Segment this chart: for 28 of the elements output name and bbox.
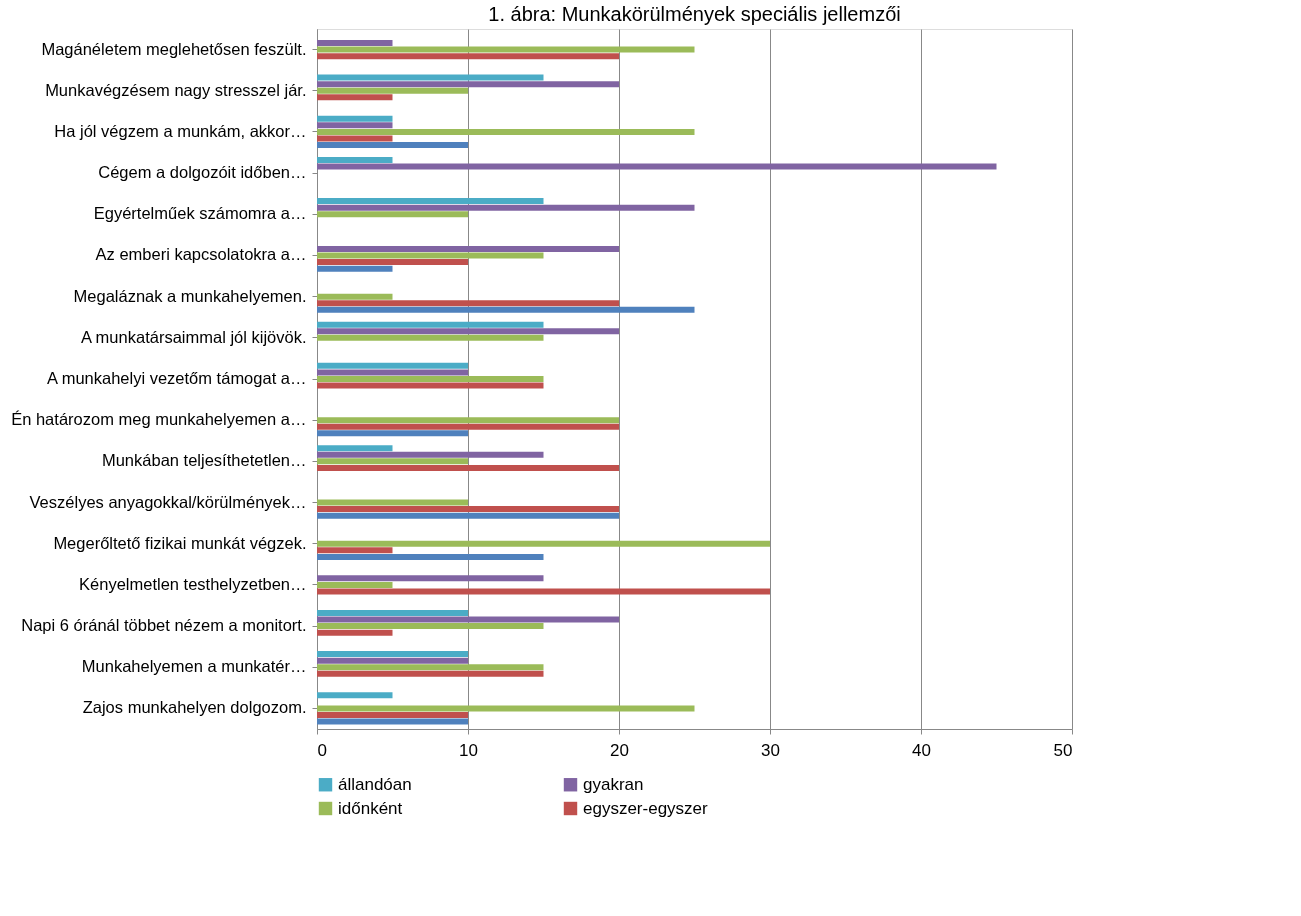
y-tick-label: Munkavégzésem nagy stresszel jár. [45, 80, 307, 99]
y-tick-label: Magánéletem meglehetősen feszült. [41, 39, 307, 58]
x-tick-label: 10 [459, 740, 478, 760]
y-tick-label: Cégem a dolgozóit időben… [98, 163, 307, 182]
legend-label: állandóan [338, 774, 412, 794]
y-tick-label: Az emberi kapcsolatokra a… [95, 245, 307, 264]
y-tick-label: A munkatársaimmal jól kijövök. [80, 327, 307, 346]
legend-label: gyakran [583, 774, 644, 794]
legend-label: időnként [338, 798, 403, 818]
x-tick-label: 40 [912, 740, 931, 760]
y-tick-label: Ha jól végzem a munkám, akkor… [54, 121, 307, 140]
y-tick-label: Zajos munkahelyen dolgozom. [82, 698, 307, 717]
chart-title: 1. ábra: Munkakörülmények speciális jellemzői [488, 3, 901, 25]
y-tick-label: Megaláznak a munkahelyemen. [73, 286, 307, 305]
x-tick-label: 0 [317, 740, 327, 760]
x-tick-label: 50 [1053, 740, 1073, 760]
y-tick-label: Megerőltető fizikai munkát végzek. [53, 533, 307, 552]
legend-label: egyszer-egyszer [583, 798, 709, 818]
y-tick-label: Veszélyes anyagokkal/körülmények… [29, 492, 307, 511]
y-tick-label: Kényelmetlen testhelyzetben… [79, 574, 307, 593]
y-tick-label: Én határozom meg munkahelyemen a… [11, 410, 307, 429]
y-tick-label: Munkában teljesíthetetlen… [101, 451, 307, 470]
x-tick-label: 20 [610, 740, 629, 760]
y-tick-label: Napi 6 óránál többet nézem a monitort. [21, 616, 307, 635]
y-tick-label: Munkahelyemen a munkatér… [81, 657, 307, 676]
y-tick-label: A munkahelyi vezetőm támogat a… [46, 369, 307, 387]
y-tick-label: Egyértelműek számomra a… [93, 204, 307, 223]
x-tick-label: 30 [761, 740, 780, 760]
